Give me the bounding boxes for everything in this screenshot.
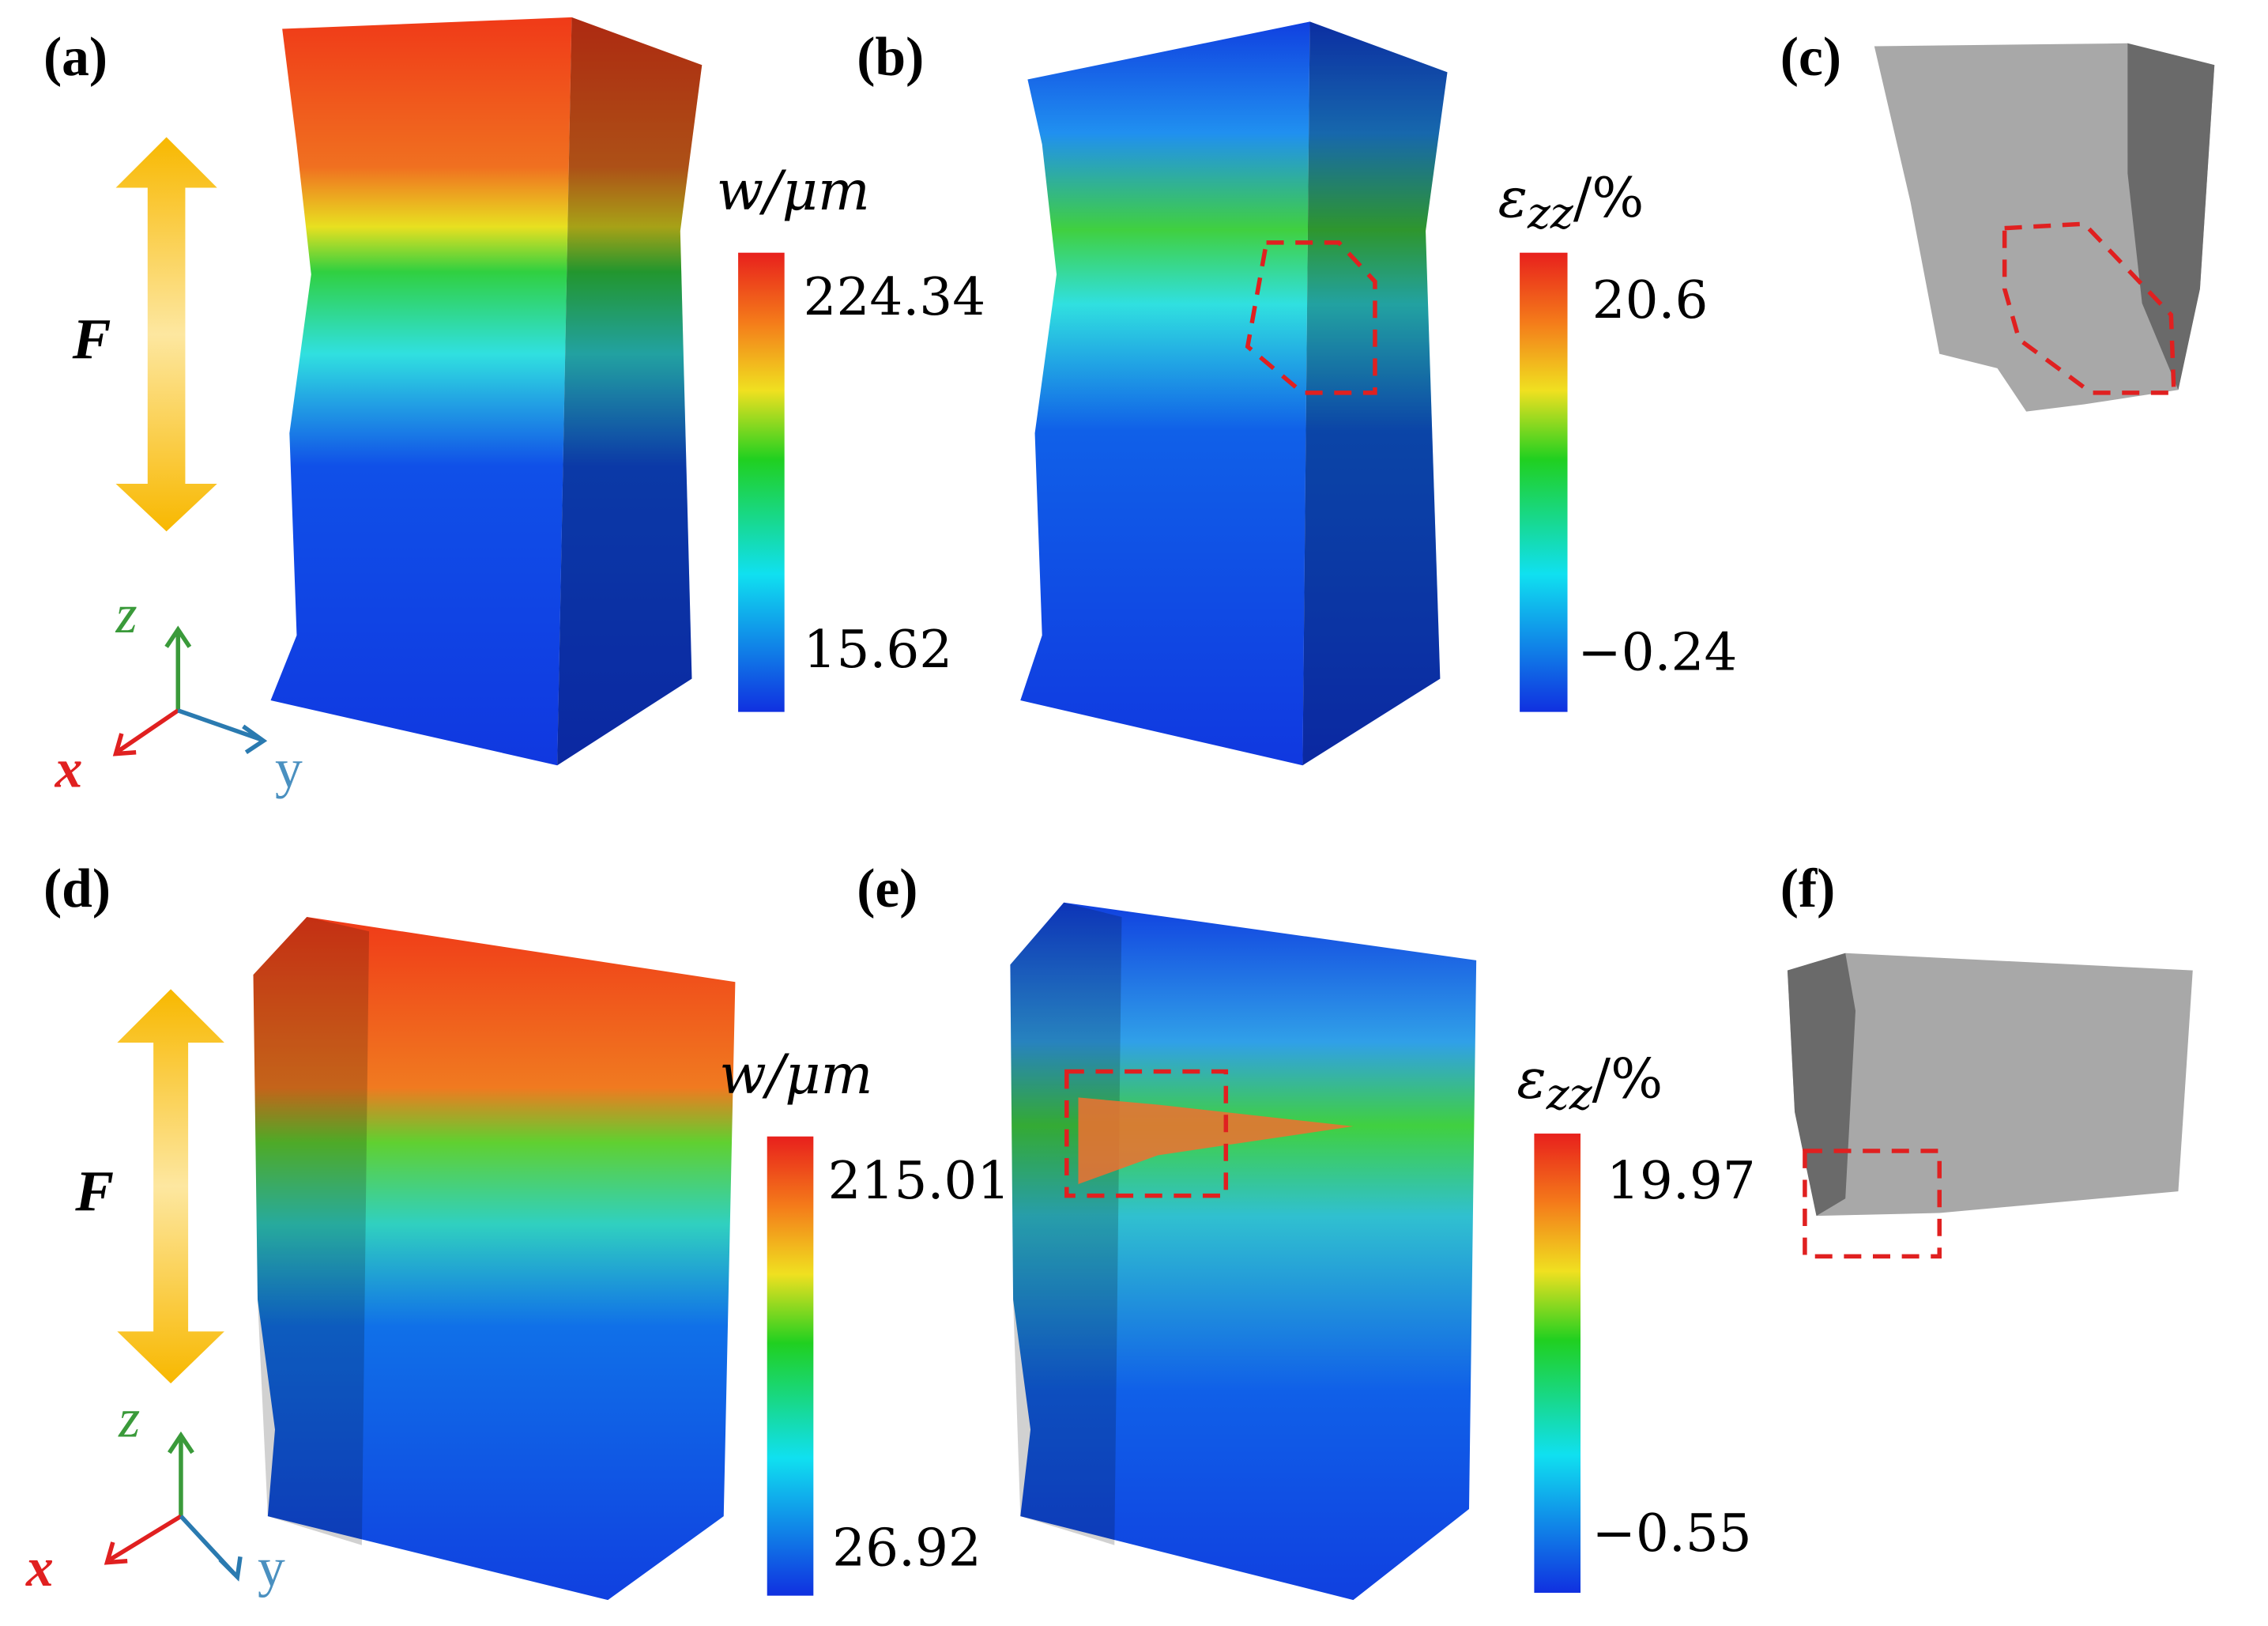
specimen-gray — [1787, 953, 2193, 1217]
unit: /% — [1592, 1047, 1663, 1111]
specimen-side — [557, 17, 703, 766]
panel-label: (c) — [1780, 27, 1841, 88]
axes-triad — [112, 625, 268, 756]
colorbar-title: w/μm — [719, 1043, 872, 1107]
specimen — [270, 17, 572, 766]
shading — [253, 917, 370, 1545]
unit: /% — [1573, 166, 1644, 230]
panel-label: (d) — [43, 858, 111, 919]
colorbar-min: 26.92 — [832, 1517, 981, 1578]
subscript: zz — [1527, 188, 1574, 239]
panel-label: (f) — [1780, 858, 1836, 919]
colorbar — [1534, 1134, 1581, 1593]
symbol: ε — [1498, 166, 1528, 230]
colorbar — [1520, 252, 1568, 712]
axes-triad — [104, 1431, 243, 1582]
panel-label: (a) — [43, 27, 107, 88]
colorbar-min: 15.62 — [803, 619, 952, 680]
shading — [557, 17, 703, 766]
axis-label: z — [118, 1389, 140, 1450]
colorbar — [767, 1136, 814, 1596]
highlight-box — [1803, 1149, 1942, 1259]
axis-label: y — [275, 739, 303, 800]
colorbar-title: εzz/% — [1498, 166, 1644, 239]
force-label: F — [72, 307, 111, 371]
colorbar — [738, 252, 785, 712]
highlight-box — [1245, 240, 1377, 395]
colorbar-min: −0.24 — [1577, 622, 1737, 683]
specimen — [1020, 21, 1310, 766]
axis-label: z — [115, 584, 138, 645]
highlight-box — [1064, 1069, 1229, 1198]
shading — [1010, 902, 1122, 1545]
axis-label: y — [258, 1537, 285, 1598]
colorbar-title: εzz/% — [1516, 1047, 1663, 1119]
strain-hotspot — [1078, 1097, 1354, 1184]
specimen — [1010, 902, 1477, 1601]
force-arrow — [115, 137, 217, 532]
symbol: ε — [1516, 1047, 1546, 1111]
colorbar-max: 19.97 — [1607, 1150, 1756, 1211]
force-arrow — [117, 989, 224, 1384]
highlight-box — [2002, 221, 2176, 395]
colorbar-min: −0.55 — [1592, 1503, 1752, 1564]
colorbar-title: w/μm — [717, 159, 870, 223]
axis-label: x — [55, 739, 83, 800]
force-label: F — [74, 1159, 114, 1223]
subscript: zz — [1546, 1069, 1593, 1119]
specimen-side — [1787, 953, 1856, 1217]
colorbar-max: 20.6 — [1592, 270, 1709, 330]
panel-label: (b) — [857, 27, 924, 88]
specimen — [253, 917, 736, 1601]
specimen-side — [2127, 43, 2215, 390]
colorbar-max: 215.01 — [828, 1150, 1011, 1211]
axis-label: x — [25, 1537, 54, 1598]
panel-label: (e) — [857, 858, 917, 919]
colorbar-max: 224.34 — [803, 266, 985, 327]
